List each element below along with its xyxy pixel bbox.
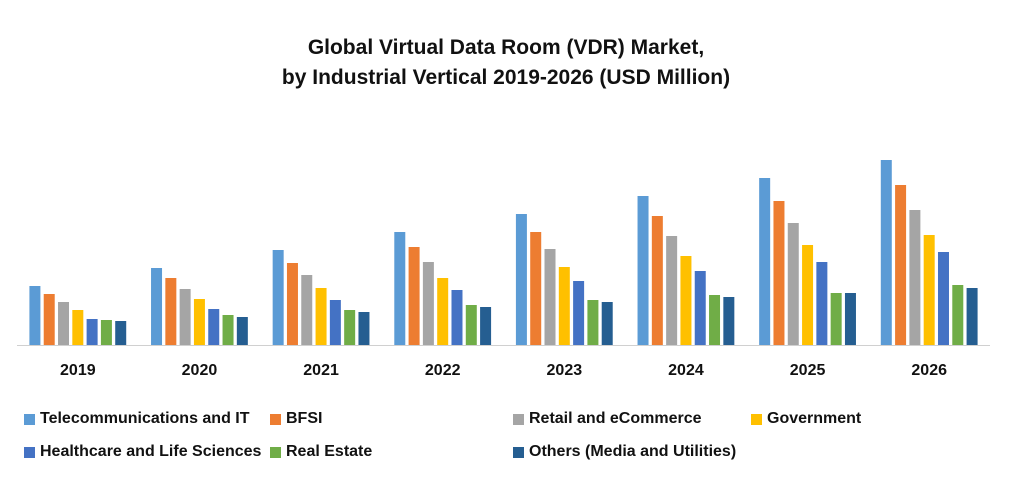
bar-2022-others-media-and-utilities: [480, 307, 492, 345]
bar-2023-others-media-and-utilities: [601, 302, 613, 345]
legend-item: Retail and eCommerce: [513, 410, 702, 428]
bar-2021-others-media-and-utilities: [358, 312, 370, 345]
legend-swatch: [513, 446, 524, 458]
bar-2023-real-estate: [587, 300, 599, 345]
bar-2025-telecommunications-and-it: [759, 178, 771, 345]
legend-label: Others (Media and Utilities): [529, 443, 737, 460]
bar-2026-government: [923, 235, 935, 345]
x-tick-label: 2026: [911, 362, 947, 379]
x-tick-label: 2022: [425, 362, 461, 379]
bar-2020-bfsi: [165, 278, 177, 345]
x-tick-label: 2025: [790, 362, 826, 379]
legend-swatch: [24, 446, 35, 458]
bar-2022-healthcare-and-life-sciences: [451, 290, 463, 345]
chart-subtitle: by Industrial Vertical 2019-2026 (USD Mi…: [281, 66, 731, 89]
bar-2024-healthcare-and-life-sciences: [694, 271, 706, 345]
bar-2024-government: [680, 256, 692, 345]
bar-2026-retail-and-ecommerce: [909, 210, 921, 345]
bar-2025-healthcare-and-life-sciences: [816, 262, 828, 345]
bar-2019-healthcare-and-life-sciences: [86, 319, 98, 345]
legend-swatch: [513, 413, 524, 425]
bar-2022-bfsi: [408, 247, 420, 345]
bar-2020-retail-and-ecommerce: [179, 289, 191, 345]
bar-2021-telecommunications-and-it: [272, 250, 284, 345]
bar-2021-bfsi: [286, 263, 298, 345]
legend-item: BFSI: [270, 410, 322, 428]
x-tick-label: 2020: [182, 362, 218, 379]
bar-2025-retail-and-ecommerce: [787, 223, 799, 345]
chart-title: Global Virtual Data Room (VDR) Market,: [307, 36, 705, 59]
bar-2024-others-media-and-utilities: [723, 297, 735, 345]
bar-2019-telecommunications-and-it: [29, 286, 41, 345]
x-tick-label: 2023: [547, 362, 583, 379]
legend-label: Telecommunications and IT: [40, 410, 250, 427]
bar-2019-others-media-and-utilities: [115, 321, 127, 345]
bar-2025-government: [802, 245, 814, 345]
bar-2021-healthcare-and-life-sciences: [329, 300, 341, 345]
legend-item: Real Estate: [270, 443, 372, 461]
bar-2024-bfsi: [651, 216, 663, 345]
bar-2021-retail-and-ecommerce: [301, 275, 313, 345]
bar-2026-others-media-and-utilities: [966, 288, 978, 345]
bar-2024-real-estate: [709, 295, 721, 345]
bar-2023-retail-and-ecommerce: [544, 249, 556, 345]
legend-swatch: [751, 413, 762, 425]
bar-2026-real-estate: [952, 285, 964, 345]
bar-2022-government: [437, 278, 449, 345]
x-tick-label: 2021: [303, 362, 339, 379]
bar-2023-telecommunications-and-it: [515, 214, 527, 345]
x-tick-label: 2019: [60, 362, 96, 379]
bar-2023-bfsi: [530, 232, 542, 345]
legend-swatch: [24, 413, 35, 425]
bar-2019-real-estate: [100, 320, 112, 345]
bar-2022-telecommunications-and-it: [394, 232, 406, 345]
legend-label: Government: [767, 410, 862, 427]
legend-label: Healthcare and Life Sciences: [40, 443, 262, 460]
bar-2024-telecommunications-and-it: [637, 196, 649, 345]
bar-2020-real-estate: [222, 315, 234, 345]
legend-item: Government: [751, 410, 861, 428]
x-tick-label: 2024: [668, 362, 704, 379]
bar-2019-government: [72, 310, 84, 345]
bar-2021-government: [315, 288, 327, 345]
bar-2019-bfsi: [43, 294, 55, 345]
bar-2025-real-estate: [830, 293, 842, 345]
bar-2021-real-estate: [344, 310, 356, 345]
bar-2025-others-media-and-utilities: [844, 293, 856, 345]
bar-2020-government: [193, 299, 205, 345]
bar-2022-retail-and-ecommerce: [422, 262, 434, 345]
legend-item: Others (Media and Utilities): [513, 443, 736, 461]
bar-2025-bfsi: [773, 201, 785, 345]
bar-2019-retail-and-ecommerce: [58, 302, 70, 345]
bar-2026-telecommunications-and-it: [880, 160, 892, 345]
legend-label: Real Estate: [286, 443, 373, 460]
bar-2023-government: [558, 267, 570, 345]
bar-2020-healthcare-and-life-sciences: [208, 309, 220, 345]
bar-2023-healthcare-and-life-sciences: [573, 281, 585, 345]
bar-2026-healthcare-and-life-sciences: [937, 252, 949, 345]
bar-2022-real-estate: [465, 305, 477, 345]
legend-item: Telecommunications and IT: [24, 410, 250, 428]
bar-2026-bfsi: [895, 185, 907, 345]
legend-swatch: [270, 413, 281, 425]
legend-label: BFSI: [286, 410, 323, 427]
legend-swatch: [270, 446, 281, 458]
bar-2024-retail-and-ecommerce: [666, 236, 678, 345]
legend-item: Healthcare and Life Sciences: [24, 443, 261, 461]
bar-2020-others-media-and-utilities: [236, 317, 248, 345]
legend-label: Retail and eCommerce: [529, 410, 702, 427]
bar-2020-telecommunications-and-it: [151, 268, 163, 345]
